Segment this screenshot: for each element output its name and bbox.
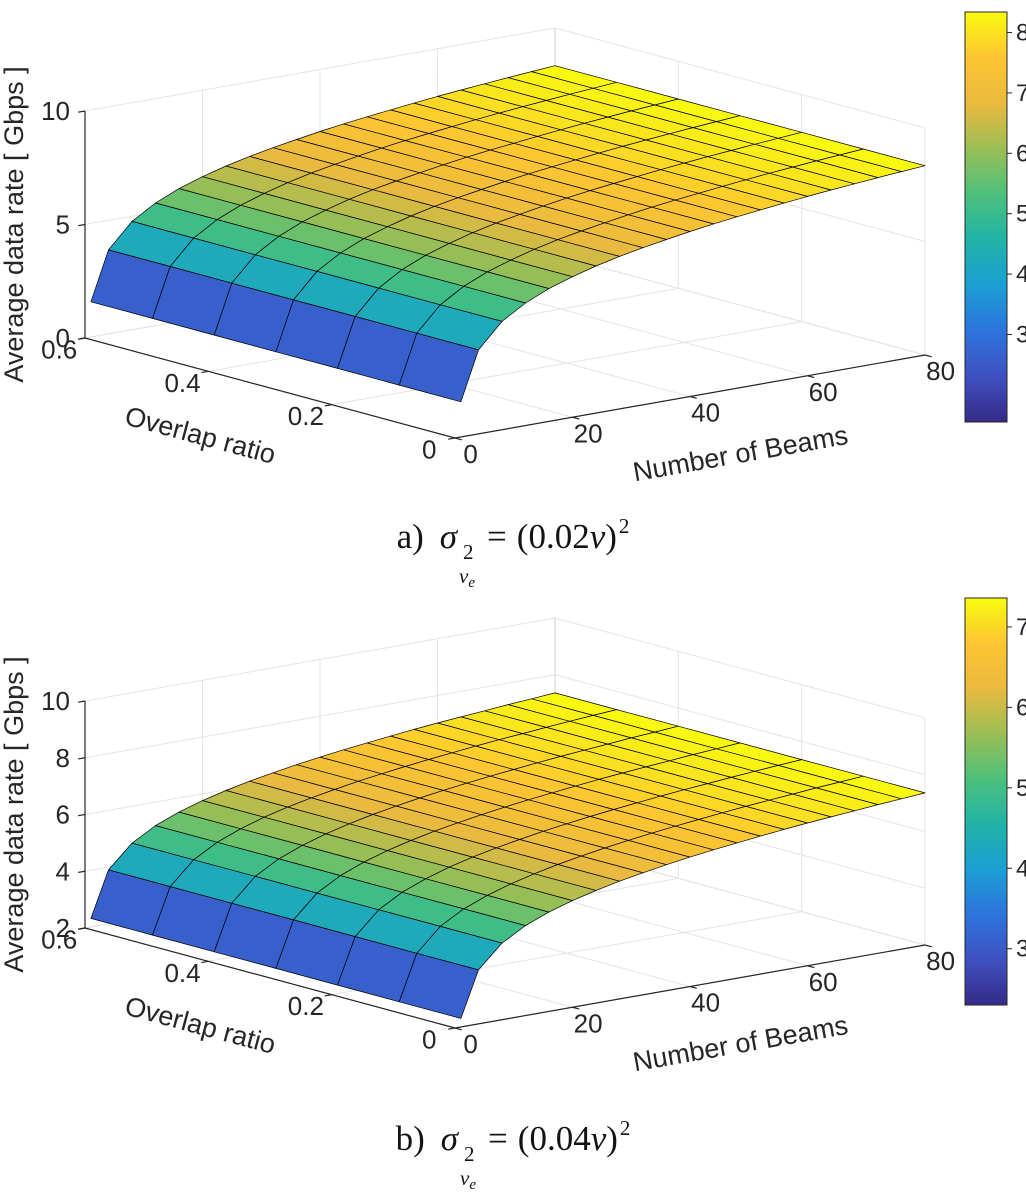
colorbar-tick-label: 7: [1016, 80, 1026, 107]
sigma-subscript-e: e: [469, 1177, 477, 1194]
x-tick-label: 0: [463, 1029, 477, 1059]
sigma-subscript: ve: [459, 564, 475, 591]
exponent: 2: [618, 514, 630, 538]
x-tick-label: 80: [926, 356, 955, 386]
colorbar: 3 4 5 6 7: [964, 597, 1026, 1006]
colorbar: 3 4 5 6 7 8: [964, 11, 1026, 423]
x-tick-label: 20: [574, 1008, 603, 1038]
y-tick-label: 0.6: [41, 924, 77, 954]
y-tick-label: 0.2: [288, 991, 324, 1021]
axes-lines: 0 20 40 60 80 0 0.2 0.4 0.62 4 6 8 10: [41, 686, 955, 1059]
x-tick-label: 40: [691, 398, 720, 428]
caption-a-formula: σ 2 ve = (0.02v)2: [439, 514, 630, 591]
z-tick-label: 8: [56, 743, 70, 773]
equals-sign: =: [487, 516, 507, 556]
exponent: 2: [619, 1116, 631, 1140]
surface-mesh: [90, 692, 926, 1019]
open-paren: (: [517, 1118, 530, 1158]
y-tick-label: 0.6: [41, 334, 77, 364]
colorbar-tick-label: 6: [1016, 694, 1026, 721]
x-tick-label: 80: [926, 946, 955, 976]
colorbar-tick-label: 7: [1016, 614, 1026, 641]
sigma-superscript: 2: [464, 1142, 475, 1167]
caption-b-formula: σ 2 ve = (0.04v)2: [440, 1116, 631, 1193]
y-tick-label: 0.4: [164, 368, 200, 398]
surface-mesh: [90, 65, 926, 403]
sigma-subscript-v: v: [460, 1166, 470, 1191]
y-tick-label: 0: [422, 434, 436, 464]
coefficient: 0.02: [528, 516, 590, 556]
sigma-symbol: σ: [440, 1118, 459, 1158]
x-axis-label: Number of Beams: [631, 1010, 850, 1077]
caption-b: b) σ 2 ve = (0.04v)2: [0, 1116, 1026, 1193]
close-paren: ): [606, 1118, 618, 1158]
x-tick-label: 60: [809, 377, 838, 407]
z-axis-label: Average data rate [ Gbps ]: [0, 656, 29, 972]
colorbar-tick-label: 5: [1016, 201, 1026, 228]
x-tick-label: 0: [463, 439, 477, 469]
z-tick-label: 10: [41, 96, 70, 126]
caption-a-label: a): [396, 516, 424, 556]
caption-b-label: b): [395, 1118, 425, 1158]
sigma-superscript: 2: [463, 540, 474, 565]
z-tick-label: 5: [56, 210, 70, 240]
y-axis-label: Overlap ratio: [122, 991, 279, 1060]
z-tick-label: 0: [56, 323, 70, 353]
y-tick-label: 0: [422, 1024, 436, 1054]
open-paren: (: [516, 516, 529, 556]
sigma-scripts: 2 ve: [460, 1142, 476, 1193]
colorbar-tick-label: 4: [1016, 261, 1026, 288]
colorbar-tick-label: 3: [1016, 936, 1026, 963]
y-tick-label: 0.2: [288, 401, 324, 431]
x-tick-label: 60: [809, 967, 838, 997]
z-tick-label: 4: [56, 856, 70, 886]
sigma-subscript-v: v: [459, 564, 469, 589]
colorbar-tick-label: 5: [1016, 775, 1026, 802]
colorbar-tick-label: 8: [1016, 20, 1026, 47]
velocity-variable: v: [590, 1118, 607, 1158]
x-axis-label: Number of Beams: [631, 420, 850, 487]
z-tick-label: 6: [56, 800, 70, 830]
colorbar-tick-label: 3: [1016, 321, 1026, 348]
sigma-symbol: σ: [439, 516, 458, 556]
sigma-subscript: ve: [460, 1166, 476, 1193]
x-tick-label: 20: [574, 418, 603, 448]
surface-plot-b: 0 20 40 60 80 0 0.2 0.4 0.62 4 6 8 10 Number of Beams…: [0, 597, 1026, 1077]
z-tick-label: 10: [41, 686, 70, 716]
equals-sign: =: [488, 1118, 508, 1158]
sigma-scripts: 2 ve: [459, 540, 475, 591]
y-axis-label: Overlap ratio: [122, 401, 279, 470]
y-tick-label: 0.4: [164, 958, 200, 988]
sigma-subscript-e: e: [468, 575, 476, 592]
z-tick-label: 2: [56, 913, 70, 943]
z-axis-label: Average data rate [ Gbps ]: [0, 66, 29, 382]
close-paren: ): [605, 516, 617, 556]
caption-a: a) σ 2 ve = (0.02v)2: [0, 514, 1026, 591]
colorbar-tick-label: 6: [1016, 140, 1026, 167]
x-tick-label: 40: [691, 988, 720, 1018]
coefficient: 0.04: [529, 1118, 591, 1158]
velocity-variable: v: [589, 516, 606, 556]
colorbar-tick-label: 4: [1016, 855, 1026, 882]
